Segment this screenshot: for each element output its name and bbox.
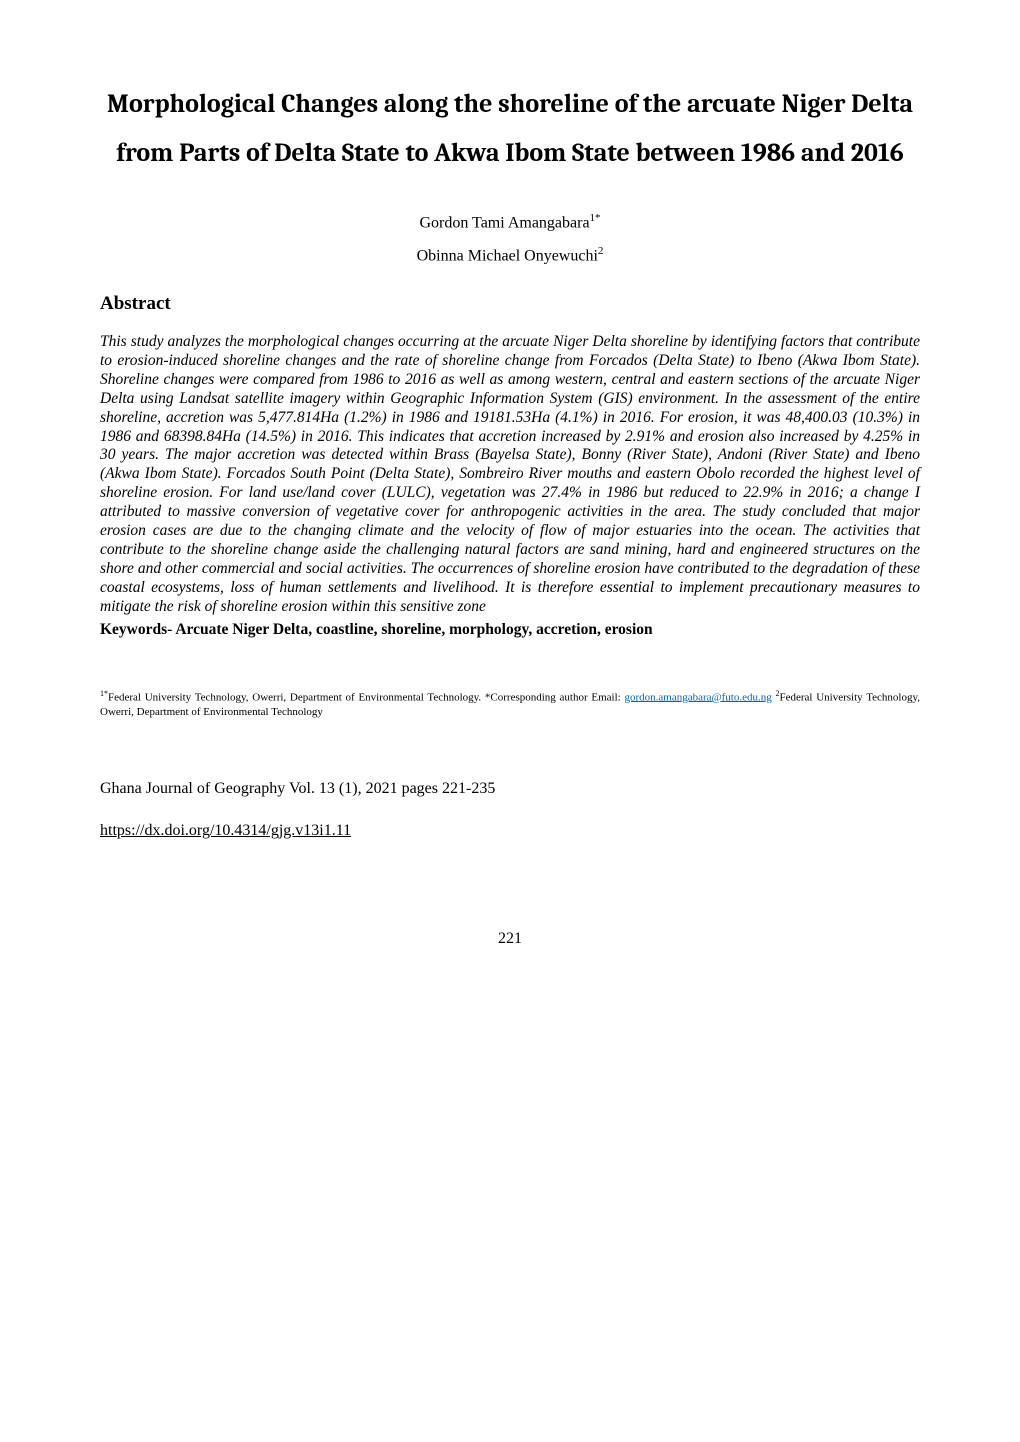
affiliation-sup-1: 1* xyxy=(100,689,108,698)
abstract-heading: Abstract xyxy=(100,293,920,315)
journal-info: Ghana Journal of Geography Vol. 13 (1), … xyxy=(100,780,920,798)
affiliation-email-link[interactable]: gordon.amangabara@futo.edu.ng xyxy=(624,691,771,703)
authors-block: Gordon Tami Amangabara1* Obinna Michael … xyxy=(100,209,920,271)
keywords: Keywords- Arcuate Niger Delta, coastline… xyxy=(100,621,920,639)
doi-link[interactable]: https://dx.doi.org/10.4314/gjg.v13i1.11 xyxy=(100,822,920,840)
abstract-text: This study analyzes the morphological ch… xyxy=(100,333,920,617)
author-1-name: Gordon Tami Amangabara xyxy=(419,214,589,231)
author-2-superscript: 2 xyxy=(598,245,604,257)
keywords-label: Keywords- xyxy=(100,621,175,638)
page-number: 221 xyxy=(100,930,920,948)
keywords-text: Arcuate Niger Delta, coastline, shorelin… xyxy=(175,621,652,638)
author-1: Gordon Tami Amangabara1* xyxy=(100,209,920,238)
affiliation-text: 1*Federal University Technology, Owerri,… xyxy=(100,689,920,720)
author-2-name: Obinna Michael Onyewuchi xyxy=(417,247,598,264)
affiliation-pre: Federal University Technology, Owerri, D… xyxy=(108,691,624,703)
author-2: Obinna Michael Onyewuchi2 xyxy=(100,242,920,271)
author-1-superscript: 1* xyxy=(590,212,601,224)
paper-title: Morphological Changes along the shorelin… xyxy=(100,80,920,179)
